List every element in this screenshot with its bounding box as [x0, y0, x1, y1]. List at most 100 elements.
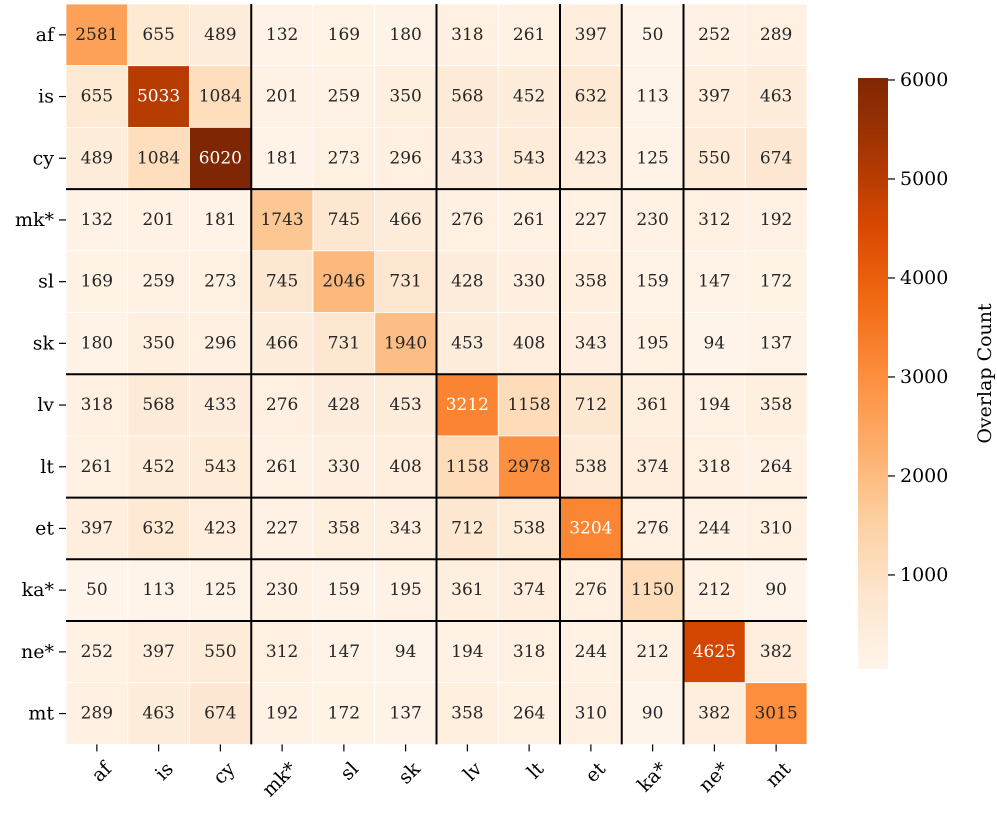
cell-value-label: 397 — [142, 642, 174, 662]
cell-value-label: 452 — [513, 87, 545, 107]
cell-value-label: 273 — [328, 148, 360, 168]
colorbar-tick-label: 1000 — [900, 564, 948, 586]
heatmap-cell — [436, 435, 499, 498]
heatmap-cell — [312, 435, 376, 498]
cell-value-label: 374 — [636, 457, 668, 477]
cell-value-label: 452 — [142, 457, 174, 477]
x-tick-label: sl — [336, 758, 363, 785]
heatmap-cell — [436, 250, 499, 313]
cell-value-label: 374 — [513, 580, 545, 600]
cell-value-label: 466 — [389, 210, 421, 230]
cell-value-label: 674 — [760, 148, 792, 168]
heatmap-cell — [374, 620, 437, 684]
cell-value-label: 137 — [389, 704, 421, 724]
cell-value-label: 538 — [575, 457, 607, 477]
heatmap-cell — [621, 188, 684, 252]
heatmap-cell — [65, 127, 129, 190]
y-tick-label: sk — [33, 332, 55, 354]
x-tick-label: ka* — [633, 758, 672, 797]
heatmap-cell — [683, 65, 746, 128]
cell-value-label: 276 — [266, 395, 298, 415]
heatmap-cell — [497, 312, 561, 375]
heatmap-cell — [683, 558, 746, 622]
cell-value-label: 318 — [451, 25, 483, 45]
cell-value-label: 463 — [760, 87, 792, 107]
cell-value-label: 159 — [328, 580, 360, 600]
heatmap-cell — [127, 497, 190, 560]
cell-value-label: 276 — [451, 210, 483, 230]
y-tick-label: cy — [33, 147, 55, 169]
cell-value-label: 180 — [389, 25, 421, 45]
cell-value-label: 296 — [204, 333, 236, 353]
heatmap-cell — [312, 65, 376, 128]
y-tick-label: is — [38, 86, 54, 108]
cell-value-label: 330 — [328, 457, 360, 477]
cell-value-label: 3212 — [446, 395, 489, 415]
heatmap-cell — [497, 620, 561, 684]
heatmap-cell — [374, 3, 437, 67]
heatmap-cell — [621, 558, 684, 622]
heatmap-cell — [744, 65, 808, 128]
heatmap-cell — [127, 620, 190, 684]
heatmap-cell — [497, 435, 561, 498]
cell-value-label: 296 — [389, 148, 421, 168]
cell-value-label: 343 — [389, 518, 421, 538]
cell-value-label: 276 — [636, 518, 668, 538]
cell-value-label: 543 — [204, 457, 236, 477]
cell-value-label: 655 — [142, 25, 174, 45]
cell-value-label: 90 — [765, 580, 787, 600]
cell-value-label: 2046 — [322, 272, 365, 292]
cell-value-label: 212 — [698, 580, 730, 600]
cell-value-label: 382 — [760, 642, 792, 662]
heatmap-cell — [374, 188, 437, 252]
cell-value-label: 397 — [698, 87, 730, 107]
cell-value-label: 408 — [389, 457, 421, 477]
heatmap-cell — [744, 373, 808, 437]
cell-value-label: 181 — [204, 210, 236, 230]
heatmap-cell — [65, 373, 129, 437]
x-tick-label: mk* — [258, 758, 302, 802]
cell-value-label: 195 — [389, 580, 421, 600]
cell-value-label: 276 — [575, 580, 607, 600]
heatmap-cell — [374, 682, 437, 745]
cell-value-label: 195 — [636, 333, 668, 353]
cell-value-label: 194 — [698, 395, 730, 415]
cell-value-label: 2978 — [507, 457, 550, 477]
heatmap-cell — [127, 188, 190, 252]
cell-value-label: 361 — [451, 580, 483, 600]
cell-value-label: 289 — [760, 25, 792, 45]
heatmap-cell — [497, 65, 561, 128]
cell-value-label: 4625 — [693, 642, 736, 662]
cell-value-label: 428 — [451, 272, 483, 292]
heatmap-cell — [559, 188, 623, 252]
cell-value-label: 94 — [395, 642, 417, 662]
cell-value-label: 568 — [142, 395, 174, 415]
heatmap-cell — [436, 682, 499, 745]
heatmap-cell — [436, 127, 499, 190]
y-tick-label: et — [35, 517, 54, 539]
cell-value-label: 423 — [575, 148, 607, 168]
heatmap-cell — [127, 558, 190, 622]
colorbar-label: Overlap Count — [974, 303, 996, 444]
cell-value-label: 550 — [204, 642, 236, 662]
x-tick-label: ne* — [695, 758, 734, 797]
heatmap-cell — [559, 65, 623, 128]
cell-value-label: 312 — [698, 210, 730, 230]
x-tick-label: af — [87, 757, 117, 787]
cell-value-label: 358 — [328, 518, 360, 538]
heatmap-cell — [621, 65, 684, 128]
heatmap-cell — [436, 312, 499, 375]
cell-value-label: 201 — [266, 87, 298, 107]
heatmap-cell — [65, 250, 129, 313]
x-tick-label: mt — [762, 758, 796, 792]
cell-value-label: 125 — [204, 580, 236, 600]
cell-value-label: 5033 — [137, 87, 180, 107]
heatmap-cell — [189, 250, 252, 313]
cell-value-label: 132 — [266, 25, 298, 45]
x-axis-ticks: af is cy mk* sl sk lv lt et ka* ne* mt — [87, 744, 796, 802]
cell-value-label: 6020 — [199, 148, 242, 168]
x-tick-label: is — [151, 758, 178, 785]
heatmap-cell — [189, 558, 252, 622]
colorbar-gradient — [858, 78, 888, 669]
cell-value-label: 568 — [451, 87, 483, 107]
